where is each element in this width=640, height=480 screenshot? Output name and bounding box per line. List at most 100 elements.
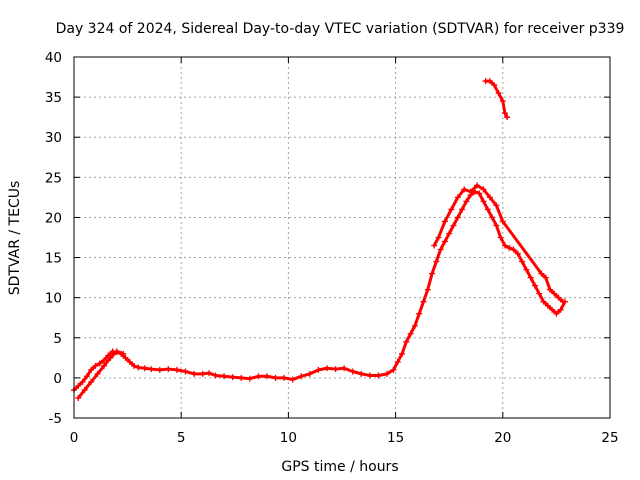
data-point	[491, 82, 498, 89]
data-point	[375, 372, 382, 379]
data-point	[246, 375, 253, 382]
data-point	[441, 238, 448, 245]
data-point	[474, 182, 481, 189]
data-point	[332, 366, 339, 373]
x-axis-label: GPS time / hours	[281, 459, 398, 475]
data-point	[212, 372, 219, 379]
data-point	[499, 218, 506, 225]
data-point	[544, 302, 551, 309]
data-point	[394, 358, 401, 365]
data-point	[272, 374, 279, 381]
data-point	[120, 350, 127, 357]
data-point	[493, 222, 500, 229]
y-tick-label: 30	[45, 130, 62, 146]
data-point	[486, 194, 493, 201]
data-point	[173, 366, 180, 373]
data-point	[390, 366, 397, 373]
data-point	[315, 366, 322, 373]
data-point	[92, 362, 99, 369]
data-point	[527, 274, 534, 281]
data-point	[126, 358, 133, 365]
data-point	[306, 370, 313, 377]
gridlines	[74, 57, 610, 418]
data-point	[461, 186, 468, 193]
data-point	[113, 348, 120, 355]
series-group	[75, 182, 566, 401]
data-point	[454, 194, 461, 201]
series-line	[432, 183, 565, 304]
data-point	[199, 370, 206, 377]
data-point	[298, 373, 305, 380]
data-point	[221, 373, 228, 380]
y-tick-label: 5	[53, 331, 62, 347]
data-point	[424, 286, 431, 293]
data-point	[323, 365, 330, 372]
data-point	[514, 250, 521, 257]
data-point	[454, 214, 461, 221]
data-point	[165, 366, 172, 373]
data-point	[506, 244, 513, 251]
data-point	[551, 290, 558, 297]
data-point	[79, 378, 86, 385]
data-point	[536, 290, 543, 297]
data-point	[431, 242, 438, 249]
data-point	[75, 394, 82, 401]
y-tick-label: 20	[45, 210, 62, 226]
data-point	[495, 90, 502, 97]
data-point	[555, 294, 562, 301]
data-point	[255, 373, 262, 380]
data-point	[546, 286, 553, 293]
data-point	[448, 206, 455, 213]
data-point	[88, 366, 95, 373]
y-tick-label: 25	[45, 170, 62, 186]
data-point	[501, 242, 508, 249]
data-point	[94, 370, 101, 377]
series-line	[72, 190, 567, 392]
series-line	[76, 349, 125, 400]
data-point	[341, 365, 348, 372]
data-point	[148, 366, 155, 373]
data-point	[81, 386, 88, 393]
y-tick-label: 40	[45, 50, 62, 66]
x-tick-label: 20	[494, 430, 511, 446]
data-point	[83, 373, 90, 380]
data-point	[467, 188, 474, 195]
data-point	[141, 365, 148, 372]
y-tick-label: 15	[45, 251, 62, 267]
series-group	[482, 78, 511, 121]
data-point	[497, 234, 504, 241]
data-point	[399, 350, 406, 357]
data-point	[441, 218, 448, 225]
data-point	[489, 214, 496, 221]
data-point	[96, 360, 103, 367]
x-tick-label: 10	[280, 430, 297, 446]
data-point	[289, 376, 296, 383]
data-point	[538, 270, 545, 277]
data-point	[191, 370, 198, 377]
data-point	[358, 370, 365, 377]
data-point	[366, 372, 373, 379]
data-point	[411, 322, 418, 329]
data-point	[463, 198, 470, 205]
data-point	[435, 234, 442, 241]
data-point	[523, 266, 530, 273]
data-point	[499, 98, 506, 105]
data-point	[101, 357, 108, 364]
data-point	[450, 222, 457, 229]
data-point	[510, 246, 517, 253]
data-point	[519, 258, 526, 265]
data-point	[540, 298, 547, 305]
x-tick-label: 25	[601, 430, 618, 446]
y-axis-label: SDTVAR / TECUs	[7, 181, 23, 296]
data-point	[182, 368, 189, 375]
data-point	[486, 78, 493, 85]
data-point	[238, 374, 245, 381]
axis-ticks: 0 5 10 15 20 25 -5 0 5 10 15 20 25 30 35 40	[45, 50, 619, 446]
data-point	[122, 354, 129, 361]
data-point	[531, 282, 538, 289]
data-point	[437, 246, 444, 253]
data-point	[88, 378, 95, 385]
data-point	[416, 310, 423, 317]
data-point	[559, 298, 566, 305]
data-point	[156, 366, 163, 373]
